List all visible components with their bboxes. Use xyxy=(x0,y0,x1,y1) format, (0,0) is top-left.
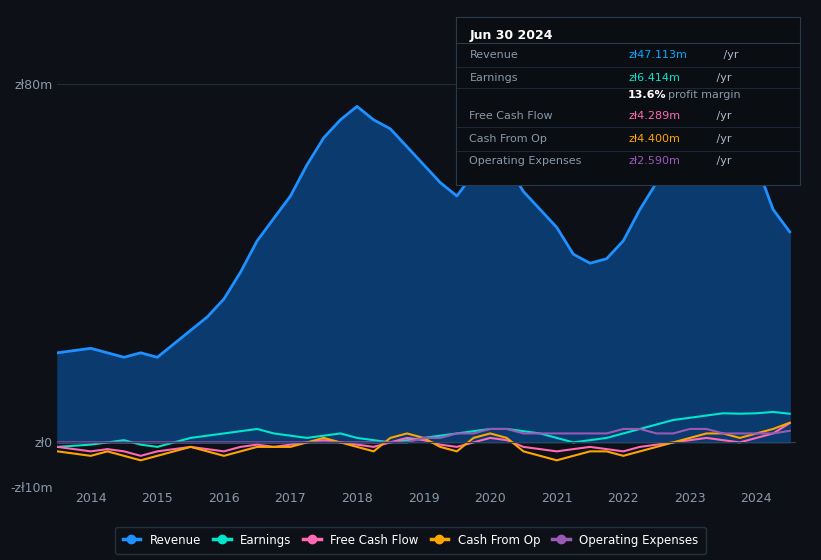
Text: profit margin: profit margin xyxy=(667,90,741,100)
Text: Earnings: Earnings xyxy=(470,73,518,83)
Text: Cash From Op: Cash From Op xyxy=(470,134,548,144)
Text: Jun 30 2024: Jun 30 2024 xyxy=(470,29,553,41)
Text: zł4.289m: zł4.289m xyxy=(628,111,680,121)
Text: /yr: /yr xyxy=(713,111,732,121)
Text: zł6.414m: zł6.414m xyxy=(628,73,680,83)
Text: Revenue: Revenue xyxy=(470,50,518,60)
Legend: Revenue, Earnings, Free Cash Flow, Cash From Op, Operating Expenses: Revenue, Earnings, Free Cash Flow, Cash … xyxy=(116,527,705,554)
Text: 13.6%: 13.6% xyxy=(628,90,667,100)
Text: zł47.113m: zł47.113m xyxy=(628,50,687,60)
Text: Free Cash Flow: Free Cash Flow xyxy=(470,111,553,121)
Text: /yr: /yr xyxy=(721,50,739,60)
Text: /yr: /yr xyxy=(713,156,732,166)
Text: zł4.400m: zł4.400m xyxy=(628,134,680,144)
Text: /yr: /yr xyxy=(713,134,732,144)
Text: /yr: /yr xyxy=(713,73,732,83)
Text: Operating Expenses: Operating Expenses xyxy=(470,156,582,166)
Text: zł2.590m: zł2.590m xyxy=(628,156,680,166)
